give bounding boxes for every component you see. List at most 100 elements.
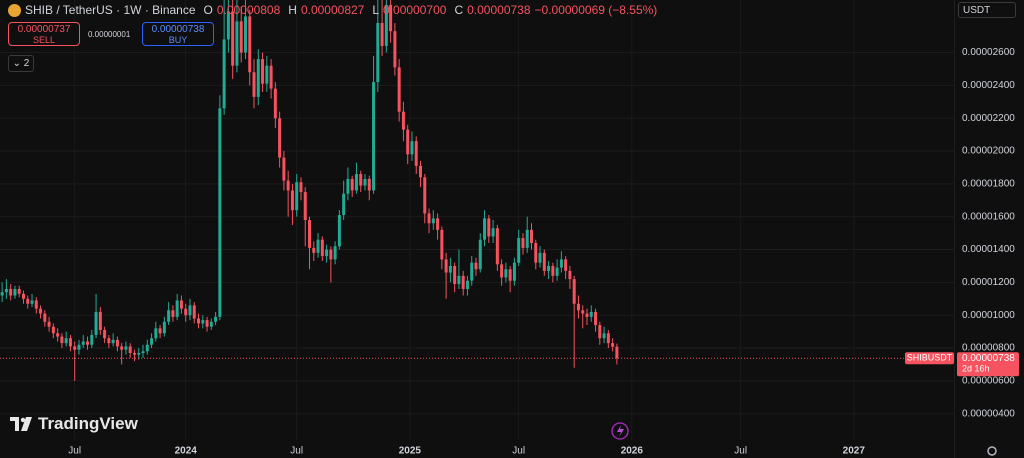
candle-body	[30, 300, 34, 304]
ohlc-value: 0.00000700	[383, 3, 447, 17]
candle-body	[154, 328, 158, 339]
candle-body	[525, 229, 529, 248]
candle-body	[81, 341, 85, 345]
candle-body	[73, 346, 77, 350]
y-tick-label: 0.00002200	[962, 113, 1015, 124]
brand: TradingView	[10, 414, 138, 434]
candle-body	[103, 330, 107, 339]
candle-body	[252, 72, 256, 97]
currency-select[interactable]: USDT	[958, 2, 1016, 18]
candle-body	[4, 288, 8, 293]
candle-body	[162, 321, 166, 334]
y-tick-label: 0.00000600	[962, 376, 1015, 387]
symbol-tag-bg	[905, 352, 954, 365]
candle-body	[470, 262, 474, 281]
y-tick-label: 0.00001000	[962, 310, 1015, 321]
brand-logo	[10, 417, 32, 431]
candles	[0, 0, 619, 381]
candle-body	[21, 293, 25, 299]
candle-body	[359, 174, 363, 186]
candle-body	[201, 320, 205, 324]
brand-name: TradingView	[38, 414, 138, 433]
candle-body	[555, 267, 559, 276]
candle-body	[299, 182, 303, 193]
candle-body	[235, 21, 239, 66]
candle-body	[90, 334, 94, 345]
candle-body	[389, 4, 393, 32]
candle-body	[111, 339, 115, 344]
y-tick-label: 0.00001800	[962, 179, 1015, 190]
candle-body	[444, 259, 448, 273]
candle-body	[615, 346, 619, 359]
ohlc-label: O	[203, 3, 213, 17]
x-tick-label: 2027	[843, 446, 866, 457]
candle-body	[256, 59, 260, 97]
candle-body	[209, 321, 213, 327]
x-tick-label: 2024	[175, 446, 198, 457]
candle-body	[273, 88, 277, 119]
price-tag: 0.00000738	[962, 353, 1015, 364]
candle-body	[286, 180, 290, 191]
news-icon[interactable]	[611, 422, 629, 440]
spread: 0.00000001	[88, 30, 131, 39]
y-tick-label: 0.00001600	[962, 211, 1015, 222]
buy-label: BUY	[168, 35, 188, 45]
buy-button[interactable]: 0.00000738 BUY	[142, 22, 214, 46]
candle-body	[308, 220, 312, 248]
symbol-title[interactable]: SHIB / TetherUS · 1W · Binance	[25, 3, 196, 17]
candle-body	[145, 344, 149, 352]
candle-body	[504, 269, 508, 278]
candle-body	[218, 108, 222, 317]
sell-button[interactable]: 0.00000737 SELL	[8, 22, 80, 46]
candle-body	[214, 316, 218, 322]
candle-body	[602, 333, 606, 339]
x-tick-label: Jul	[512, 446, 525, 457]
candle-body	[333, 246, 337, 260]
candle-body	[56, 333, 60, 337]
candle-body	[47, 321, 51, 327]
candle-body	[171, 310, 175, 317]
candle-body	[325, 249, 329, 257]
candle-body	[269, 65, 273, 89]
candle-body	[529, 229, 533, 243]
candle-body	[179, 300, 183, 309]
candle-body	[547, 265, 551, 271]
candle-body	[184, 308, 188, 316]
candle-body	[150, 338, 154, 345]
candle-body	[261, 59, 265, 84]
candle-body	[410, 141, 414, 155]
candle-body	[461, 275, 465, 289]
candle-body	[226, 11, 230, 40]
candle-body	[478, 239, 482, 270]
candle-body	[107, 338, 111, 344]
legend-header: SHIB / TetherUS · 1W · Binance O 0.000008…	[8, 3, 657, 17]
candle-body	[115, 339, 119, 347]
buy-price: 0.00000738	[151, 24, 205, 35]
settings-icon[interactable]	[987, 446, 997, 456]
indicators-toggle[interactable]: ⌄ 2	[8, 55, 34, 72]
currency: USDT	[963, 5, 991, 16]
candle-body	[474, 262, 478, 270]
candle-body	[290, 190, 294, 211]
candle-body	[205, 320, 209, 327]
candle-body	[495, 228, 499, 265]
candle-body	[594, 311, 598, 326]
y-tick-label: 0.00000400	[962, 408, 1015, 419]
candle-body	[354, 174, 358, 191]
candle-body	[51, 326, 55, 334]
candle-body	[564, 259, 568, 271]
candle-body	[350, 178, 354, 191]
candle-body	[282, 157, 286, 181]
candle-body	[312, 247, 316, 253]
candle-body	[551, 265, 555, 276]
candle-body	[346, 178, 350, 194]
candle-body	[86, 341, 90, 345]
candle-body	[521, 238, 525, 248]
symbol-logo	[8, 3, 21, 17]
candle-body	[248, 16, 252, 73]
y-tick-label: 0.00001200	[962, 277, 1015, 288]
candle-body	[414, 141, 418, 166]
ohlc-label: C	[454, 3, 464, 17]
